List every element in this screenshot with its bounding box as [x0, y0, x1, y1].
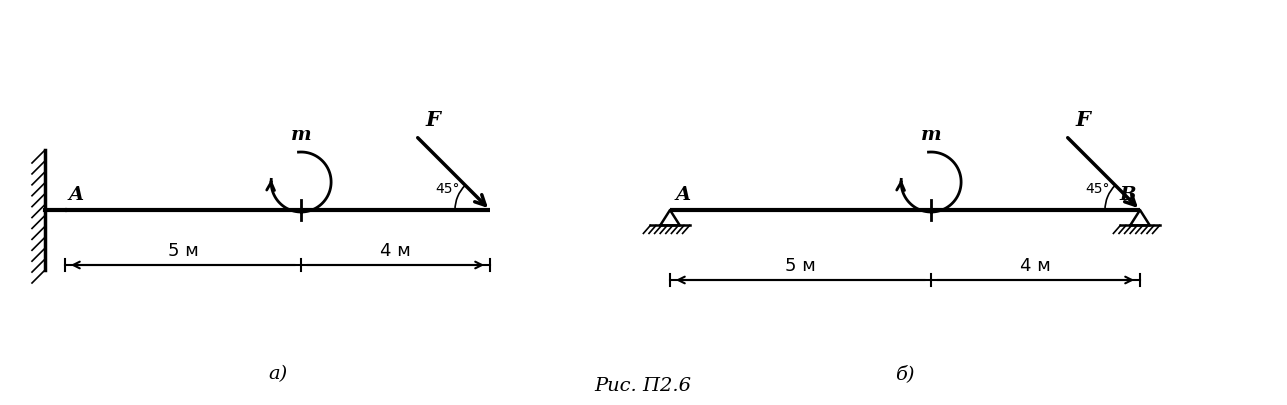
Text: б): б)	[896, 365, 915, 383]
Text: m: m	[291, 126, 311, 144]
Text: 4 м: 4 м	[380, 242, 411, 260]
Text: a): a)	[268, 365, 287, 383]
Text: A: A	[69, 186, 84, 204]
Text: A: A	[676, 186, 691, 204]
Text: 45°: 45°	[436, 182, 461, 196]
Text: 5 м: 5 м	[167, 242, 198, 260]
Text: 5 м: 5 м	[785, 257, 816, 275]
Text: B: B	[1120, 186, 1136, 204]
Text: m: m	[920, 126, 941, 144]
Text: F: F	[426, 110, 440, 130]
Text: 45°: 45°	[1086, 182, 1111, 196]
Text: Рис. П2.6: Рис. П2.6	[595, 377, 691, 395]
Text: 4 м: 4 м	[1021, 257, 1051, 275]
Text: F: F	[1076, 110, 1090, 130]
